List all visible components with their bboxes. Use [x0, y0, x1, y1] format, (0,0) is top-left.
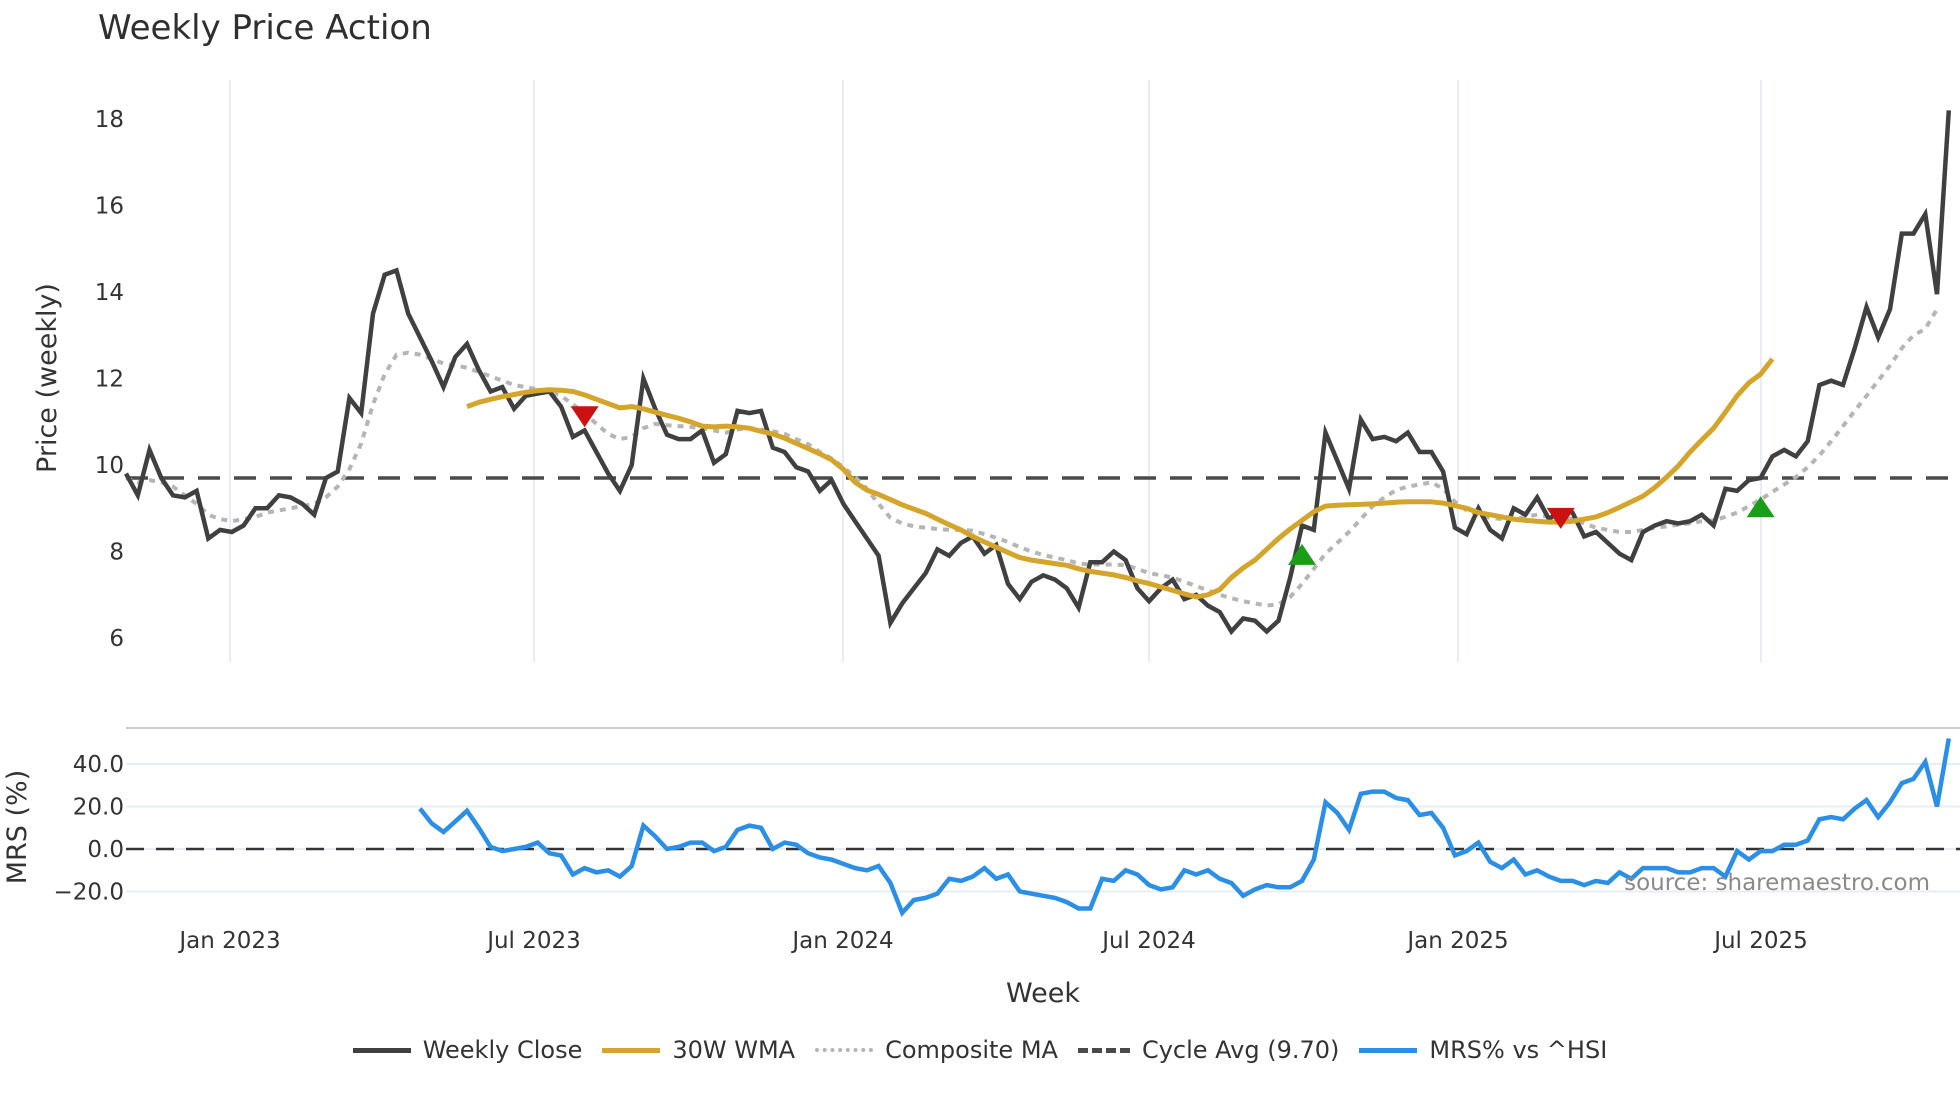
legend-label: Cycle Avg (9.70) — [1141, 1036, 1340, 1064]
mrs-tick-label: 0.0 — [87, 837, 124, 863]
mrs-axis-title: MRS (%) — [2, 770, 33, 885]
price-tick-label: 6 — [109, 626, 124, 652]
buy-signal-triangle-up-icon — [1746, 496, 1775, 518]
legend-swatch-icon — [352, 1047, 411, 1053]
mrs-series — [126, 738, 1960, 917]
legend: Weekly Close 30W WMA Composite MA Cycle Avg… — [0, 1036, 1960, 1064]
legend-label: Weekly Close — [422, 1036, 583, 1064]
x-tick-label: Jan 2025 — [1405, 928, 1508, 954]
price-tick-label: 8 — [109, 540, 124, 566]
price-tick-label: 16 — [95, 194, 124, 220]
legend-item[interactable]: 30W WMA — [602, 1036, 795, 1064]
legend-item[interactable]: MRS% vs ^HSI — [1359, 1036, 1607, 1064]
legend-swatch-icon — [602, 1047, 661, 1053]
mrs-line — [418, 738, 1952, 917]
price-y-axis: 6 8 10 12 14 16 18 — [95, 107, 124, 652]
signal-markers — [570, 406, 1775, 565]
weekly-close-line — [124, 110, 1952, 636]
sell-signal-triangle-down-icon — [570, 406, 599, 428]
chart-title: Weekly Price Action — [98, 8, 432, 48]
price-series — [124, 110, 1960, 636]
mrs-tick-label: −20.0 — [54, 880, 124, 906]
gridlines — [126, 80, 1960, 893]
legend-label: MRS% vs ^HSI — [1429, 1036, 1608, 1064]
x-tick-label: Jul 2023 — [485, 928, 581, 954]
x-axis: Jan 2023 Jul 2023 Jan 2024 Jul 2024 Jan 2025… — [177, 928, 1807, 954]
mrs-tick-label: 40.0 — [73, 752, 124, 778]
sell-signal-triangle-down-icon — [1546, 507, 1575, 529]
price-tick-label: 10 — [95, 453, 124, 479]
x-tick-label: Jan 2024 — [790, 928, 893, 954]
legend-swatch-icon — [1077, 1047, 1130, 1053]
legend-item[interactable]: Weekly Close — [352, 1036, 583, 1064]
price-tick-label: 12 — [95, 367, 124, 393]
legend-swatch-icon — [1359, 1047, 1418, 1053]
x-axis-title: Week — [1006, 978, 1080, 1009]
price-axis-title: Price (weekly) — [32, 283, 63, 473]
x-tick-label: Jan 2023 — [177, 928, 280, 954]
legend-item[interactable]: Composite MA — [815, 1036, 1058, 1064]
mrs-tick-label: 20.0 — [73, 795, 124, 821]
legend-label: 30W WMA — [672, 1036, 796, 1064]
watermark: source: sharemaestro.com — [1624, 870, 1930, 896]
legend-item[interactable]: Cycle Avg (9.70) — [1077, 1036, 1340, 1064]
price-tick-label: 18 — [95, 107, 124, 133]
x-tick-label: Jul 2024 — [1100, 928, 1196, 954]
price-tick-label: 14 — [95, 280, 124, 306]
legend-label: Composite MA — [885, 1036, 1058, 1064]
mrs-y-axis: −20.0 0.0 20.0 40.0 — [54, 752, 124, 906]
wma-line — [466, 357, 1775, 600]
legend-swatch-icon — [815, 1048, 874, 1052]
buy-signal-triangle-up-icon — [1288, 543, 1316, 565]
x-tick-label: Jul 2025 — [1712, 928, 1808, 954]
